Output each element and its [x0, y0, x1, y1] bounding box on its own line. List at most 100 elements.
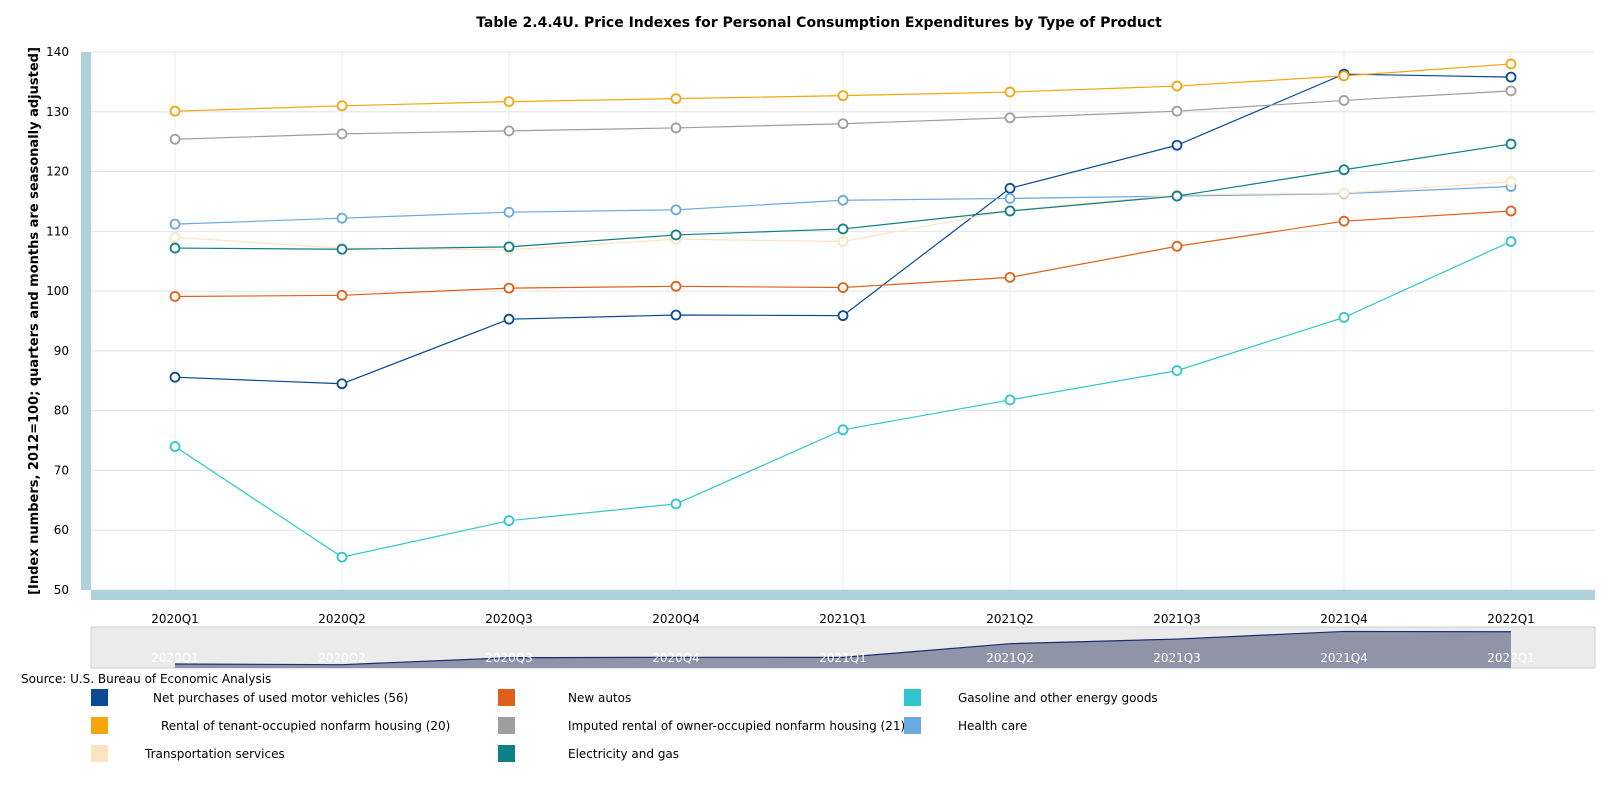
x-tick-label: 2020Q2 — [318, 612, 366, 626]
data-point[interactable] — [1505, 71, 1517, 83]
data-point[interactable] — [670, 309, 682, 321]
data-point[interactable] — [1505, 205, 1517, 217]
data-point[interactable] — [837, 223, 849, 235]
data-point[interactable] — [1338, 312, 1350, 323]
navigator-label: 2020Q1 — [151, 651, 199, 665]
data-point[interactable] — [169, 231, 181, 243]
data-point[interactable] — [336, 289, 348, 301]
legend-item[interactable]: Health care — [904, 717, 1027, 734]
data-point[interactable] — [169, 371, 181, 383]
data-point[interactable] — [1505, 176, 1517, 188]
navigator-label: 2020Q4 — [652, 651, 700, 665]
range-navigator[interactable]: 2020Q1 2020Q2 2020Q3 2020Q4 2021Q1 2021Q2 2021… — [90, 626, 1596, 669]
data-point[interactable] — [1505, 138, 1517, 150]
data-point[interactable] — [336, 100, 348, 112]
navigator-area — [175, 631, 1511, 668]
series-1 — [169, 205, 1517, 302]
data-point[interactable] — [169, 105, 181, 117]
data-point[interactable] — [1338, 187, 1350, 199]
data-point[interactable] — [503, 282, 515, 294]
data-point[interactable] — [503, 96, 515, 108]
data-point[interactable] — [169, 242, 181, 254]
data-point[interactable] — [837, 236, 849, 247]
data-point[interactable] — [670, 280, 682, 292]
x-tick-label: 2020Q3 — [485, 612, 533, 626]
data-point[interactable] — [503, 515, 515, 527]
data-point[interactable] — [670, 122, 682, 134]
data-point[interactable] — [169, 291, 181, 302]
data-point[interactable] — [503, 206, 515, 218]
data-point[interactable] — [1338, 215, 1350, 227]
data-point[interactable] — [336, 551, 348, 563]
legend-item[interactable]: Electricity and gas — [498, 745, 679, 762]
navigator-label: 2020Q3 — [485, 651, 533, 665]
data-point[interactable] — [1338, 164, 1350, 176]
data-point[interactable] — [1004, 182, 1016, 194]
data-point[interactable] — [837, 310, 849, 322]
data-point[interactable] — [1338, 70, 1350, 82]
legend-label: New autos — [568, 690, 632, 705]
data-point[interactable] — [1171, 80, 1183, 92]
data-point[interactable] — [503, 241, 515, 253]
y-tick-label: 60 — [54, 523, 69, 537]
navigator-label: 2020Q2 — [318, 651, 366, 665]
data-point[interactable] — [1171, 190, 1183, 202]
data-point[interactable] — [1004, 86, 1016, 98]
navigator-label: 2021Q1 — [819, 651, 867, 665]
chart-title: Table 2.4.4U. Price Indexes for Personal… — [476, 15, 1162, 31]
data-point[interactable] — [1004, 112, 1016, 124]
data-point[interactable] — [336, 212, 348, 224]
y-axis-scrollbar[interactable] — [81, 52, 91, 590]
series-7 — [169, 138, 1517, 255]
legend-item[interactable]: Imputed rental of owner-occupied nonfarm… — [498, 717, 905, 734]
data-point[interactable] — [503, 125, 515, 137]
data-point[interactable] — [1505, 58, 1517, 70]
legend-item[interactable]: Net purchases of used motor vehicles (56… — [91, 689, 408, 706]
data-point[interactable] — [1338, 95, 1350, 106]
data-point[interactable] — [169, 441, 181, 452]
legend-item[interactable]: New autos — [498, 689, 631, 706]
data-point[interactable] — [670, 498, 682, 510]
data-point[interactable] — [1505, 236, 1517, 247]
data-point[interactable] — [1004, 205, 1016, 217]
data-point[interactable] — [1171, 139, 1183, 151]
legend-item[interactable]: Rental of tenant-occupied nonfarm housin… — [91, 717, 450, 734]
data-point[interactable] — [1505, 85, 1517, 97]
data-point[interactable] — [1004, 271, 1016, 283]
data-point[interactable] — [837, 118, 849, 130]
data-point[interactable] — [837, 90, 849, 102]
data-point[interactable] — [670, 93, 682, 105]
x-tick-label: 2020Q4 — [652, 612, 700, 626]
legend-item[interactable]: Gasoline and other energy goods — [904, 689, 1158, 706]
data-point[interactable] — [336, 378, 348, 390]
x-axis-scrollbar[interactable] — [91, 590, 1595, 600]
legend-item[interactable]: Transportation services — [91, 745, 285, 762]
data-point[interactable] — [169, 218, 181, 230]
x-tick-label: 2021Q2 — [986, 612, 1034, 626]
navigator-label: 2021Q3 — [1153, 651, 1201, 665]
data-point[interactable] — [336, 243, 348, 255]
grid — [91, 51, 1595, 591]
y-tick-label: 70 — [54, 463, 69, 477]
y-axis-title: [Index numbers, 2012=100; quarters and m… — [27, 47, 42, 595]
data-point[interactable] — [1171, 365, 1183, 377]
data-point[interactable] — [1004, 394, 1016, 406]
data-point[interactable] — [837, 424, 849, 436]
y-tick-label: 130 — [46, 105, 69, 119]
data-point[interactable] — [1171, 105, 1183, 117]
y-tick-label: 90 — [54, 344, 69, 358]
data-point[interactable] — [336, 128, 348, 140]
data-point[interactable] — [837, 194, 849, 206]
data-point[interactable] — [1171, 240, 1183, 252]
data-point[interactable] — [503, 313, 515, 325]
data-point[interactable] — [169, 133, 181, 145]
legend-swatch — [498, 689, 515, 706]
data-point[interactable] — [837, 282, 849, 293]
data-point[interactable] — [670, 229, 682, 241]
data-point[interactable] — [1004, 193, 1016, 204]
data-point[interactable] — [670, 204, 682, 216]
series-4 — [169, 85, 1517, 145]
legend-label: Gasoline and other energy goods — [958, 690, 1158, 705]
y-tick-label: 80 — [54, 404, 69, 418]
